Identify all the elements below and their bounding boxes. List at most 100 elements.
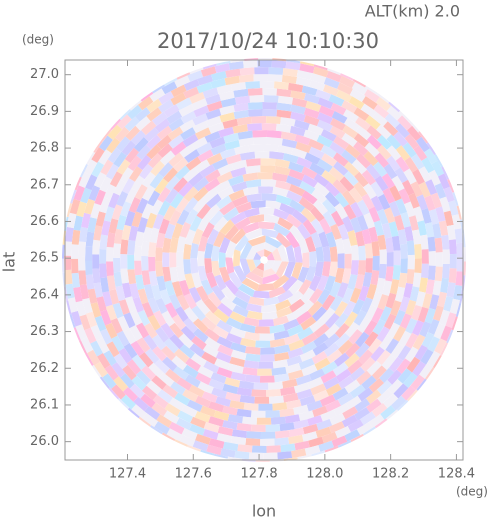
echo-cell <box>106 275 116 291</box>
echo-cell <box>319 394 336 407</box>
echo-cell <box>273 330 290 341</box>
echo-cell <box>387 379 403 395</box>
echo-cell <box>163 205 176 221</box>
echo-cell <box>143 127 160 142</box>
echo-cell <box>116 159 131 175</box>
echo-cell <box>217 344 234 357</box>
echo-cell <box>170 381 186 396</box>
echo-cell <box>182 389 198 403</box>
echo-cell <box>456 257 464 272</box>
echo-cell <box>230 371 247 382</box>
echo-cell <box>391 175 405 192</box>
echo-cell <box>462 232 466 248</box>
echo-cell <box>449 298 460 315</box>
echo-cell <box>208 401 225 413</box>
echo-cell <box>432 280 442 296</box>
echo-cell <box>130 130 146 146</box>
echo-cell <box>293 382 310 394</box>
echo-cell <box>255 340 271 348</box>
echo-cell <box>262 102 278 110</box>
echo-cell <box>184 149 200 163</box>
echo-cell <box>171 222 184 239</box>
echo-cell <box>232 124 248 134</box>
echo-cell <box>206 444 222 456</box>
echo-cell <box>264 214 280 224</box>
echo-cell <box>314 261 324 278</box>
echo-cell <box>231 159 247 170</box>
echo-cell <box>128 166 143 182</box>
echo-cell <box>248 296 264 306</box>
echo-cell <box>433 305 444 322</box>
echo-cell <box>344 311 359 328</box>
echo-cell <box>260 354 275 362</box>
echo-cell <box>197 149 214 163</box>
echo-cell <box>113 257 121 273</box>
echo-cell <box>247 102 263 110</box>
echo-cell <box>428 251 436 266</box>
echo-cell <box>377 234 387 250</box>
echo-cell <box>225 68 241 78</box>
echo-cell <box>399 296 411 313</box>
echo-cell <box>397 368 413 384</box>
echo-cell <box>225 240 237 258</box>
echo-cell <box>144 322 158 339</box>
echo-cell <box>245 165 261 174</box>
echo-cell <box>301 174 318 188</box>
echo-cell <box>175 197 189 214</box>
echo-cell <box>165 368 181 383</box>
echo-cell <box>337 253 345 269</box>
echo-cell <box>149 227 160 243</box>
echo-cell <box>391 235 401 251</box>
echo-cell <box>85 246 93 261</box>
echo-cell <box>471 246 478 260</box>
echo-cell <box>156 414 172 428</box>
echo-cell <box>106 232 116 248</box>
echo-cell <box>229 400 245 410</box>
echo-cell <box>190 242 199 259</box>
echo-cell <box>168 421 185 435</box>
echo-cell <box>98 149 112 165</box>
echo-cell <box>320 370 337 384</box>
echo-cell <box>162 237 172 253</box>
echo-cell <box>290 111 306 122</box>
echo-cell <box>293 419 309 430</box>
echo-cell <box>304 93 320 104</box>
echo-cell <box>283 152 299 164</box>
echo-cell <box>344 161 360 177</box>
echo-cell <box>216 302 233 318</box>
echo-cell <box>315 246 324 262</box>
echo-cell <box>141 171 156 188</box>
echo-cell <box>106 246 114 262</box>
echo-cell <box>389 279 400 295</box>
echo-cell <box>264 95 279 103</box>
echo-cell <box>420 234 429 250</box>
echo-cell <box>305 100 322 112</box>
echo-cell <box>371 307 384 324</box>
echo-cell <box>189 343 205 358</box>
echo-cell <box>329 261 338 278</box>
echo-cell <box>312 405 328 418</box>
echo-cell <box>357 199 370 216</box>
echo-cell <box>316 419 333 431</box>
echo-cell <box>353 141 369 156</box>
echo-cell <box>64 226 74 242</box>
echo-cell <box>144 348 160 364</box>
echo-cell <box>71 244 79 259</box>
echo-cell <box>119 201 132 217</box>
echo-cell <box>225 153 242 165</box>
echo-cell <box>197 365 214 379</box>
echo-cell <box>365 258 373 273</box>
echo-cell <box>257 283 276 292</box>
echo-cell <box>334 192 350 208</box>
echo-cell <box>374 175 389 192</box>
echo-cell <box>182 451 198 462</box>
echo-cell <box>283 393 299 403</box>
echo-cell <box>298 196 315 212</box>
echo-cell <box>243 317 260 327</box>
echo-cell <box>190 258 199 274</box>
echo-cell <box>160 322 175 339</box>
echo-cell <box>227 363 244 374</box>
echo-cell <box>93 225 103 241</box>
echo-cell <box>294 440 310 451</box>
